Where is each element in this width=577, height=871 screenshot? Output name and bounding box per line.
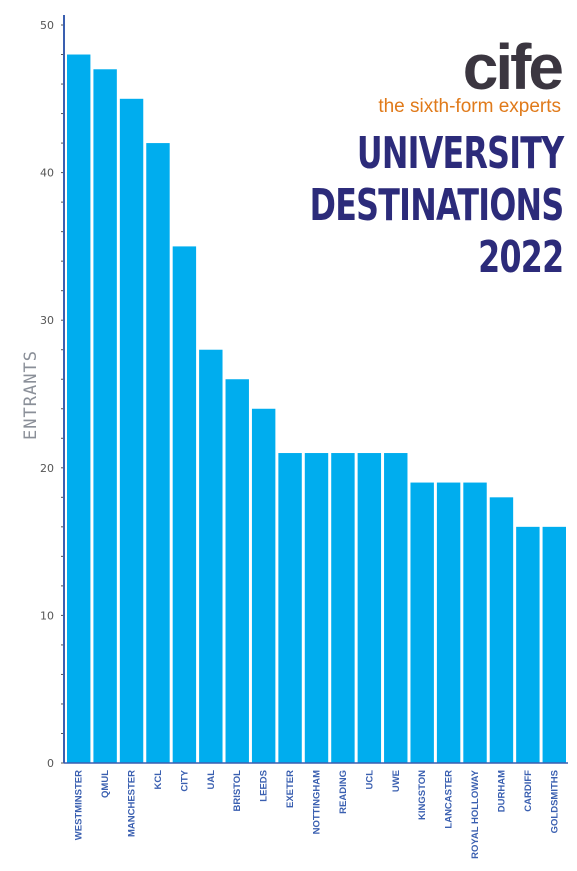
x-tick-label: BRISTOL [232, 770, 243, 812]
x-tick-label: MANCHESTER [127, 770, 138, 837]
x-tick-label: UCL [364, 770, 375, 790]
y-tick-label: 30 [40, 314, 54, 327]
x-tick-label: CITY [179, 769, 190, 791]
bar-lancaster [436, 482, 461, 763]
bar-reading [331, 453, 355, 763]
bar-kcl [146, 143, 170, 763]
bar-durham [489, 497, 514, 763]
x-tick-label: QMUL [100, 770, 111, 798]
x-axis-labels: WESTMINSTER QMUL MANCHESTER KCL CITY UAL BRIST… [74, 769, 561, 859]
x-tick-label: CARDIFF [523, 770, 534, 812]
x-tick-label: LEEDS [259, 770, 270, 802]
bar-goldsmiths [542, 526, 566, 763]
y-axis-ticks: 0 10 20 30 40 50 [40, 19, 64, 770]
x-tick-label: KCL [153, 770, 164, 790]
bar-leeds [251, 408, 276, 763]
bar-westminster [67, 54, 91, 763]
y-tick-label: 40 [40, 167, 54, 180]
x-tick-label: KINGSTON [417, 770, 428, 820]
bar-manchester [119, 98, 144, 764]
y-tick-label: 20 [40, 462, 54, 475]
bar-bristol [225, 379, 249, 763]
x-tick-label: WESTMINSTER [74, 770, 85, 840]
x-tick-label: ROYAL HOLLOWAY [470, 769, 481, 859]
bar-city [172, 246, 197, 763]
bar-qmul [93, 69, 117, 763]
headline: UNIVERSITY DESTINATIONS 2022 [211, 128, 563, 284]
headline-line-1: UNIVERSITY [356, 128, 563, 179]
x-tick-label: LANCASTER [444, 770, 455, 829]
bar-ual [199, 349, 223, 763]
brand-block: cife the sixth-form experts [378, 31, 564, 118]
bar-exeter [278, 453, 302, 763]
x-tick-label: GOLDSMITHS [549, 770, 560, 833]
x-tick-label: UAL [206, 770, 217, 790]
cife-logo: cife [462, 31, 564, 103]
bar-ucl [357, 453, 382, 763]
x-tick-label: UWE [391, 770, 402, 792]
bars-group [67, 54, 566, 764]
bar-nottingham [304, 453, 329, 763]
y-tick-label: 0 [47, 757, 54, 770]
x-tick-label: DURHAM [496, 770, 507, 812]
brand-tagline: the sixth-form experts [378, 96, 561, 117]
headline-line-3: 2022 [477, 232, 564, 283]
bar-kingston [410, 482, 434, 763]
y-tick-label: 50 [40, 19, 54, 32]
y-tick-label: 10 [40, 609, 54, 622]
x-tick-label: NOTTINGHAM [312, 770, 323, 834]
bar-cardiff [516, 526, 540, 763]
headline-line-2: DESTINATIONS [309, 180, 563, 231]
x-tick-label: EXETER [285, 770, 296, 808]
bar-uwe [384, 453, 408, 763]
y-axis-title: ENTRANTS [21, 350, 41, 440]
x-tick-label: READING [338, 770, 349, 814]
bar-royal-holloway [463, 482, 487, 763]
